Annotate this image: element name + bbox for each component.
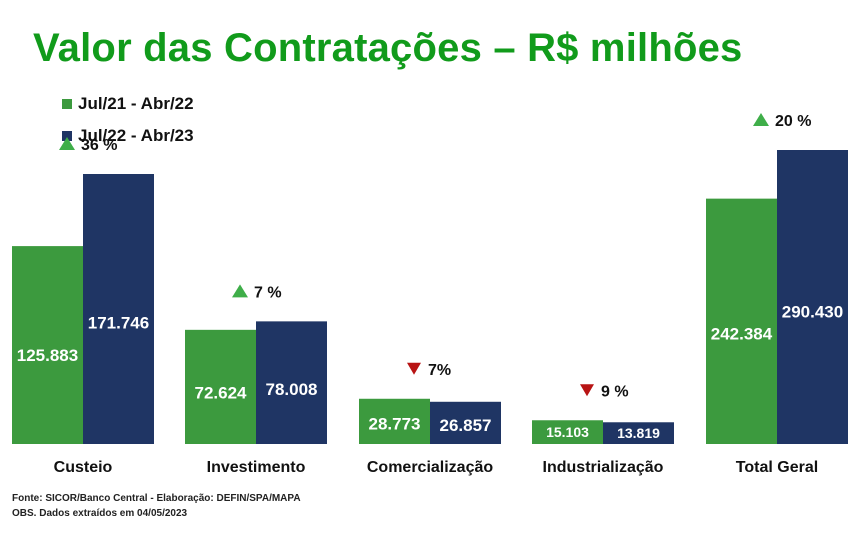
bar: [256, 321, 327, 444]
legend-item-series-1: Jul/21 - Abr/22: [62, 88, 194, 120]
data-label: 26.857: [440, 416, 492, 435]
legend-swatch-series-1: [62, 99, 72, 109]
up-arrow-icon: [59, 137, 75, 150]
data-label: 290.430: [782, 303, 843, 322]
bar: [12, 246, 83, 444]
category-label: Custeio: [54, 459, 113, 476]
bar: [359, 398, 430, 444]
bar: [430, 401, 501, 444]
down-arrow-icon: [407, 362, 421, 375]
bar: [603, 422, 674, 444]
legend-swatch-series-2: [62, 131, 72, 141]
category-label: Total Geral: [736, 459, 818, 476]
data-label: 15.103: [546, 424, 589, 440]
category-label: Industrialização: [543, 459, 664, 476]
change-label: 36 %: [81, 137, 117, 154]
data-label: 125.883: [17, 346, 78, 365]
data-label: 72.624: [195, 384, 248, 403]
bar: [706, 198, 777, 444]
change-label: 7 %: [254, 284, 282, 301]
data-label: 78.008: [266, 380, 318, 399]
legend: Jul/21 - Abr/22 Jul/22 - Abr/23: [62, 88, 194, 152]
change-label: 9 %: [601, 383, 629, 400]
extraction-note: OBS. Dados extraídos em 04/05/2023: [12, 508, 188, 519]
down-arrow-icon: [580, 384, 594, 397]
data-label: 13.819: [617, 425, 660, 441]
up-arrow-icon: [232, 284, 248, 298]
footer: Fonte: SICOR/Banco Central - Elaboração:…: [12, 491, 301, 521]
chart-title: Valor das Contratações – R$ milhões: [33, 26, 743, 70]
data-label: 171.746: [88, 314, 149, 333]
legend-label-series-1: Jul/21 - Abr/22: [78, 94, 194, 113]
change-label: 20 %: [775, 113, 811, 130]
data-label: 28.773: [369, 415, 421, 434]
bar: [532, 420, 603, 444]
legend-label-series-2: Jul/22 - Abr/23: [78, 126, 194, 145]
change-label: 7%: [428, 362, 451, 379]
bar: [83, 174, 154, 444]
source-note: Fonte: SICOR/Banco Central - Elaboração:…: [12, 493, 301, 504]
bar: [777, 150, 848, 444]
category-label: Comercialização: [367, 459, 494, 476]
bar: [185, 329, 256, 444]
up-arrow-icon: [753, 113, 769, 126]
data-label: 242.384: [711, 325, 773, 344]
category-label: Investimento: [207, 459, 306, 476]
legend-item-series-2: Jul/22 - Abr/23: [62, 120, 194, 152]
